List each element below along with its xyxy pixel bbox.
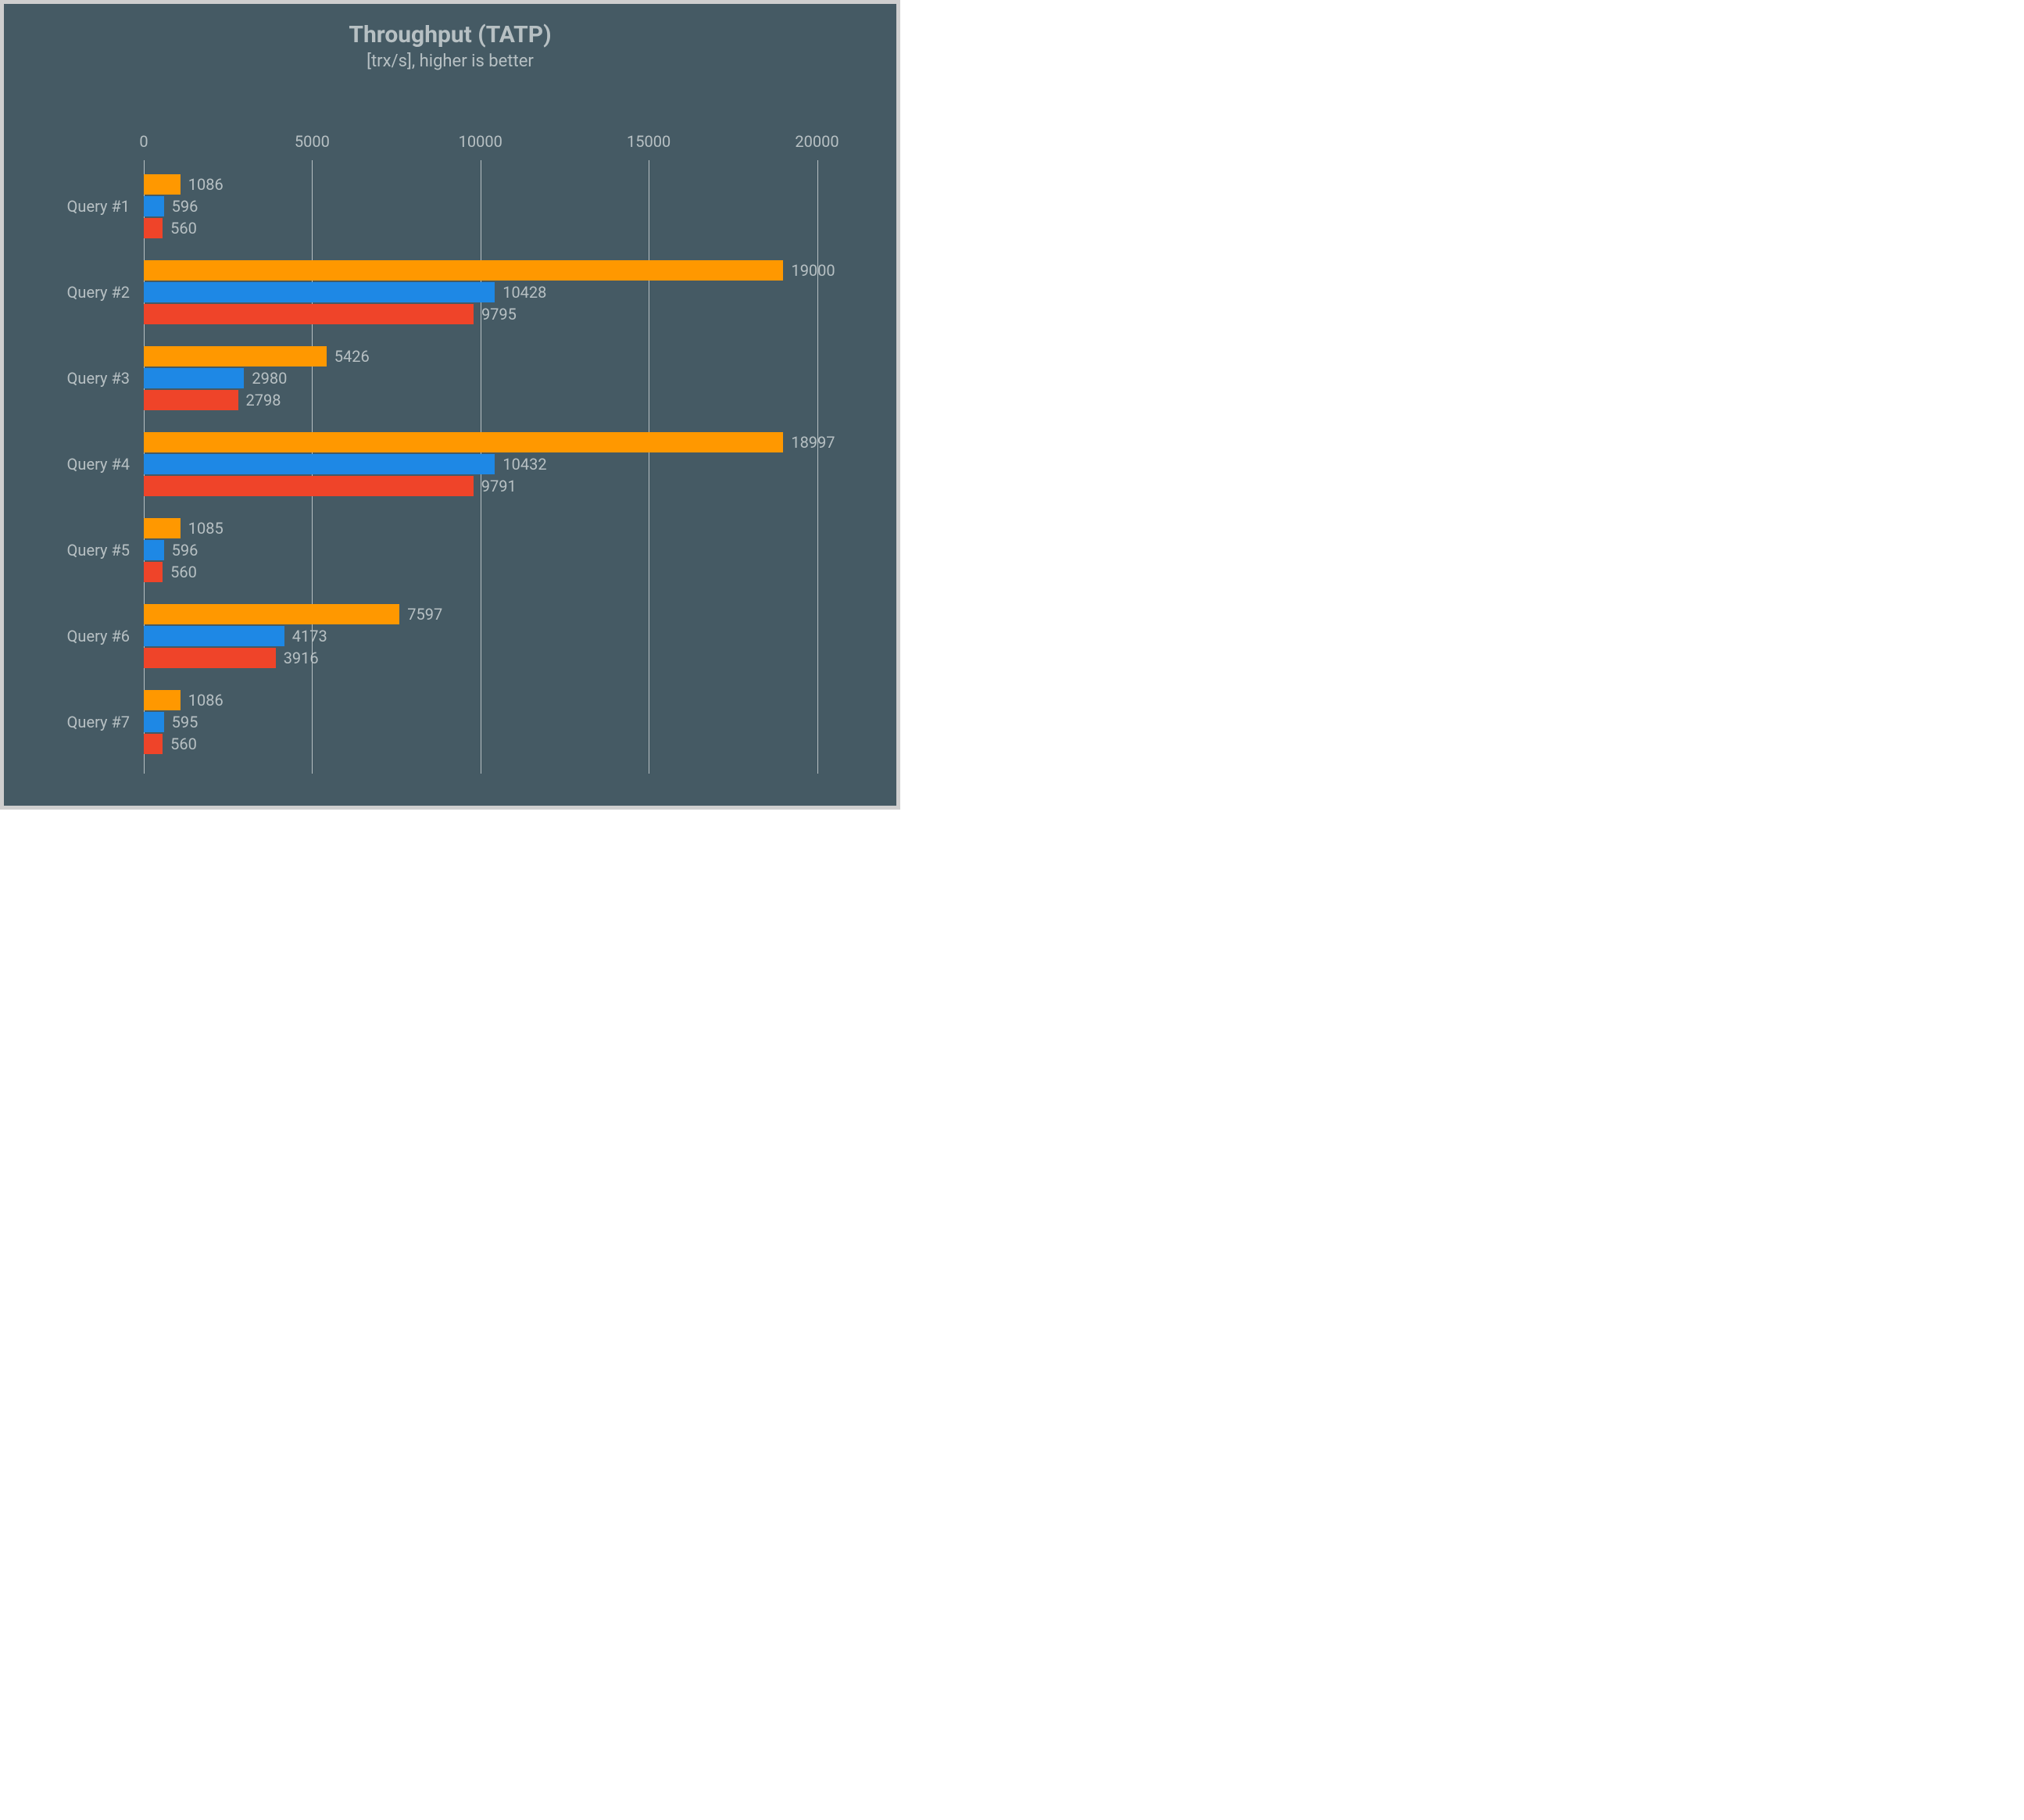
bar-value-label: 10428 [495,283,546,302]
bar: 1085 [144,518,181,538]
bar: 3916 [144,648,276,668]
bar-value-label: 1085 [181,519,223,538]
bar-value-label: 4173 [284,627,327,645]
bar-value-label: 2798 [238,391,281,409]
bar: 1086 [144,174,181,195]
bar: 560 [144,734,163,754]
bar: 19000 [144,260,783,281]
category-label: Query #4 [67,455,144,474]
bar: 4173 [144,626,284,646]
bar: 1086 [144,690,181,710]
bar-value-label: 2980 [244,369,287,388]
bar: 18997 [144,432,783,452]
bar-value-label: 560 [163,219,197,238]
category-label: Query #6 [67,627,144,645]
x-tick-label: 0 [139,132,148,151]
chart-titles: Throughput (TATP) [trx/s], higher is bet… [4,21,896,71]
bar: 596 [144,540,164,560]
x-tick-label: 10000 [459,132,502,151]
category-label: Query #7 [67,713,144,731]
bar: 10432 [144,454,495,474]
bar: 9791 [144,476,474,496]
bar-value-label: 7597 [399,605,442,624]
bar-value-label: 9791 [474,477,517,495]
bar-value-label: 18997 [783,433,835,452]
category-group: Query #3542629802798 [144,346,844,410]
bar-value-label: 560 [163,563,197,581]
bar-value-label: 595 [164,713,198,731]
bar: 5426 [144,346,327,367]
chart-container: Throughput (TATP) [trx/s], higher is bet… [4,4,896,806]
bar: 560 [144,562,163,582]
bar-value-label: 3916 [276,649,319,667]
category-label: Query #2 [67,283,144,302]
bar: 7597 [144,604,399,624]
bar: 595 [144,712,164,732]
bar: 596 [144,196,164,216]
bar-value-label: 1086 [181,175,223,194]
bar-value-label: 596 [164,541,198,560]
bar: 10428 [144,282,495,302]
bar-value-label: 19000 [783,261,835,280]
category-label: Query #1 [67,197,144,216]
category-group: Query #418997104329791 [144,432,844,496]
category-group: Query #219000104289795 [144,260,844,324]
bar-value-label: 596 [164,197,198,216]
category-label: Query #3 [67,369,144,388]
bar-value-label: 560 [163,735,197,753]
bar-value-label: 1086 [181,691,223,710]
bar: 9795 [144,304,474,324]
category-label: Query #5 [67,541,144,560]
bar-value-label: 5426 [327,347,370,366]
chart-title: Throughput (TATP) [4,21,896,48]
category-group: Query #71086595560 [144,690,844,754]
category-group: Query #11086596560 [144,174,844,238]
category-group: Query #6759741733916 [144,604,844,668]
category-group: Query #51085596560 [144,518,844,582]
chart-subtitle: [trx/s], higher is better [4,52,896,71]
bar-value-label: 10432 [495,455,546,474]
x-tick-label: 15000 [627,132,670,151]
x-tick-label: 20000 [795,132,839,151]
bar: 2980 [144,368,244,388]
plot-area: 05000100001500020000Query #11086596560Qu… [144,160,844,774]
x-tick-label: 5000 [295,132,330,151]
chart-frame: Throughput (TATP) [trx/s], higher is bet… [0,0,900,810]
bar: 2798 [144,390,238,410]
bar: 560 [144,218,163,238]
bar-value-label: 9795 [474,305,517,324]
